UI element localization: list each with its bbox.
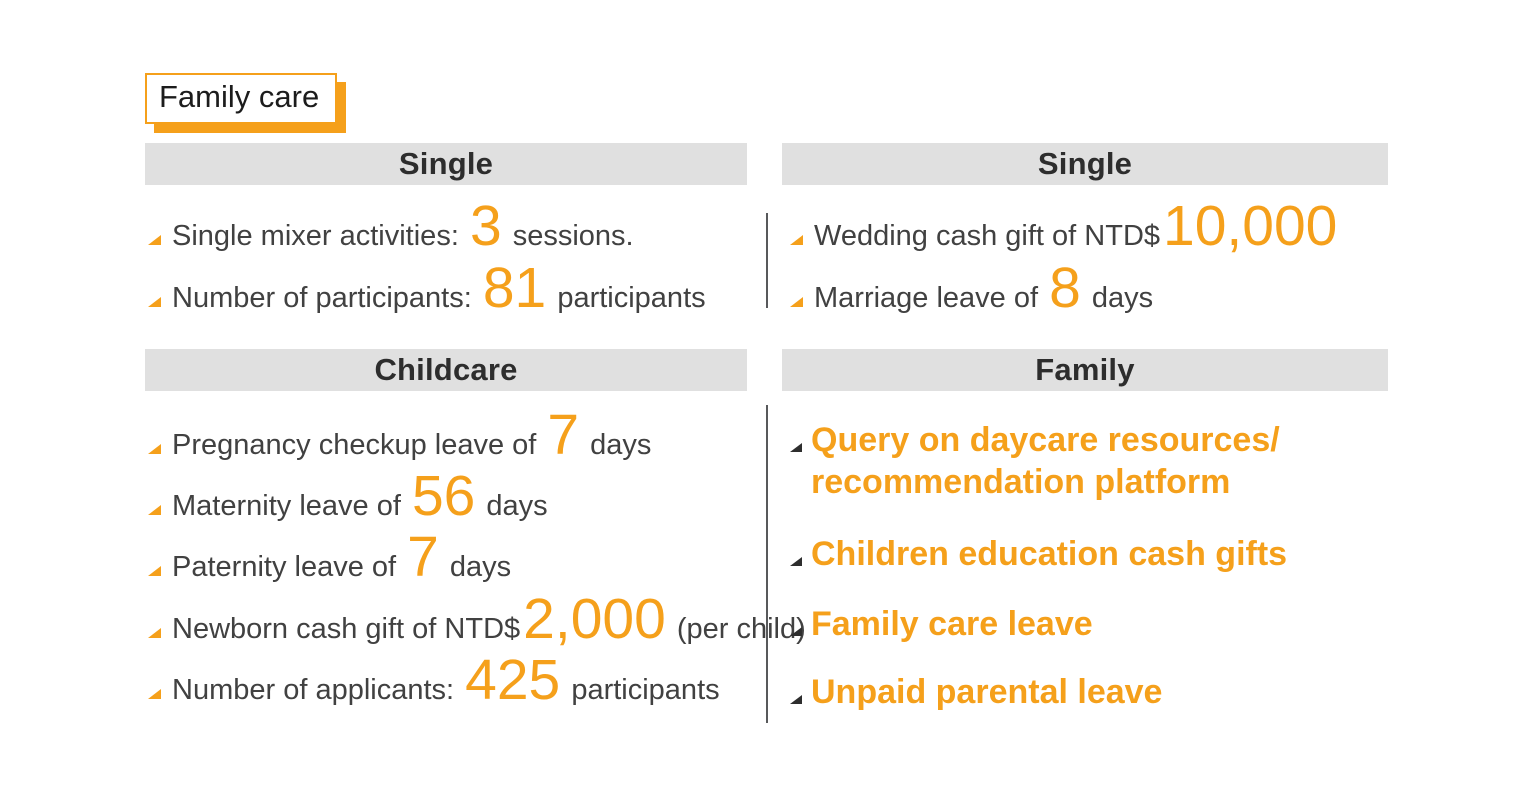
family-benefit-item: Children education cash gifts bbox=[790, 533, 1287, 575]
column-divider-family bbox=[766, 405, 768, 723]
triangle-bullet-icon bbox=[148, 505, 161, 515]
highlight-value: 81 bbox=[482, 256, 547, 320]
family-benefit-item: Family care leave bbox=[790, 603, 1093, 645]
benefit-text: Number of participants: 81 participants bbox=[172, 256, 706, 320]
triangle-bullet-icon bbox=[148, 235, 161, 245]
highlight-value: 7 bbox=[547, 403, 580, 467]
benefit-text: Pregnancy checkup leave of 7 days bbox=[172, 403, 652, 467]
highlight-value: 2,000 bbox=[523, 587, 666, 651]
benefit-text: Marriage leave of 8 days bbox=[814, 256, 1154, 320]
family-benefit-text: Unpaid parental leave bbox=[811, 673, 1163, 711]
section-header-single-left: Single bbox=[145, 143, 747, 185]
column-divider-single bbox=[766, 213, 768, 308]
benefit-item: Newborn cash gift of NTD$2,000 (per chil… bbox=[148, 586, 806, 652]
highlight-value: 8 bbox=[1049, 256, 1081, 320]
highlight-value: 56 bbox=[411, 464, 476, 528]
benefit-text: Maternity leave of 56 days bbox=[172, 464, 548, 528]
highlight-value: 425 bbox=[465, 648, 561, 712]
section-header-childcare: Childcare bbox=[145, 349, 747, 391]
benefit-text: Newborn cash gift of NTD$2,000 (per chil… bbox=[172, 587, 806, 651]
benefit-item: Paternity leave of 7 days bbox=[148, 524, 511, 590]
family-benefit-text: Family care leave bbox=[811, 605, 1093, 643]
triangle-bullet-icon bbox=[148, 297, 161, 307]
triangle-bullet-icon bbox=[790, 235, 803, 245]
section-header-single-right: Single bbox=[782, 143, 1388, 185]
benefit-text: Single mixer activities: 3 sessions. bbox=[172, 194, 634, 258]
page-title: Family care bbox=[145, 73, 338, 124]
triangle-bullet-icon bbox=[148, 689, 161, 699]
benefit-text: Paternity leave of 7 days bbox=[172, 525, 512, 589]
family-benefit-text: Query on daycare resources/recommendatio… bbox=[811, 421, 1280, 501]
highlight-value: 7 bbox=[407, 525, 439, 589]
benefit-item: Number of participants: 81 participants bbox=[148, 255, 706, 321]
benefit-text: Wedding cash gift of NTD$10,000 bbox=[814, 193, 1340, 259]
benefit-item: Maternity leave of 56 days bbox=[148, 463, 548, 529]
highlight-value: 3 bbox=[469, 194, 502, 258]
family-benefit-text: Children education cash gifts bbox=[811, 535, 1288, 573]
benefit-item: Marriage leave of 8 days bbox=[790, 255, 1153, 321]
benefit-item: Number of applicants: 425 participants bbox=[148, 647, 720, 713]
family-benefit-item: Unpaid parental leave bbox=[790, 671, 1162, 713]
triangle-bullet-icon bbox=[148, 628, 161, 638]
triangle-bullet-icon bbox=[148, 444, 161, 454]
benefit-item: Single mixer activities: 3 sessions. bbox=[148, 193, 634, 259]
triangle-bullet-icon bbox=[790, 557, 802, 566]
highlight-value: 10,000 bbox=[1163, 194, 1338, 258]
benefit-item: Wedding cash gift of NTD$10,000 bbox=[790, 193, 1340, 259]
family-benefit-item: Query on daycare resources/recommendatio… bbox=[790, 419, 1390, 503]
triangle-bullet-icon bbox=[790, 695, 802, 704]
triangle-bullet-icon bbox=[790, 443, 802, 452]
benefit-text: Number of applicants: 425 participants bbox=[172, 648, 720, 712]
section-header-family: Family bbox=[782, 349, 1388, 391]
triangle-bullet-icon bbox=[148, 566, 161, 576]
benefit-item: Pregnancy checkup leave of 7 days bbox=[148, 402, 651, 468]
triangle-bullet-icon bbox=[790, 297, 803, 307]
triangle-bullet-icon bbox=[790, 627, 802, 636]
